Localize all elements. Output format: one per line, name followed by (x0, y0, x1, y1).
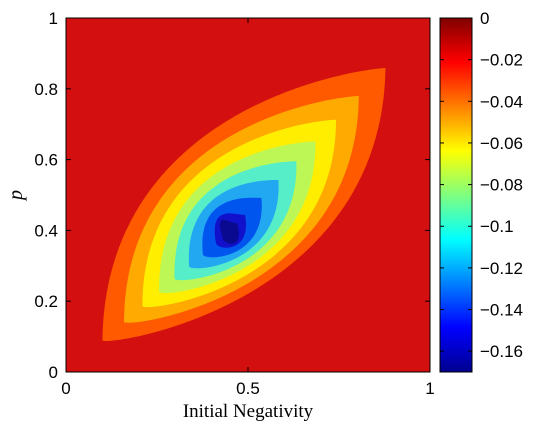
y-tick-label-2: 0.4 (34, 221, 58, 240)
colorbar-tick-label-8: −0.16 (480, 342, 523, 361)
x-tick-label-1: 0.5 (236, 379, 260, 398)
y-tick-label-3: 0.6 (34, 151, 58, 170)
y-tick-label-0: 0 (49, 363, 58, 382)
colorbar-tick-label-7: −0.14 (480, 301, 523, 320)
colorbar-tick-label-4: −0.08 (480, 176, 523, 195)
x-tick-label-2: 1 (425, 379, 434, 398)
colorbar (439, 17, 473, 373)
colorbar-tick-label-6: −0.12 (480, 259, 523, 278)
y-tick-label-5: 1 (49, 9, 58, 28)
y-axis: 0 0.2 0.4 0.6 0.8 1 (34, 9, 430, 382)
y-tick-label-4: 0.8 (34, 80, 58, 99)
colorbar-tick-label-3: −0.06 (480, 134, 523, 153)
x-axis: 0 0.5 1 (61, 18, 435, 398)
y-axis-label: p (5, 190, 27, 202)
x-tick-label-0: 0 (61, 379, 70, 398)
y-tick-label-1: 0.2 (34, 292, 58, 311)
colorbar-tick-label-5: −0.1 (480, 217, 514, 236)
colorbar-tick-label-0: 0 (480, 9, 489, 28)
colorbar-tick-label-1: −0.02 (480, 51, 523, 70)
contour-band-0 (220, 219, 239, 244)
x-axis-label: Initial Negativity (183, 401, 314, 422)
contour-bands (102, 68, 386, 342)
colorbar-tick-label-2: −0.04 (480, 92, 523, 111)
colorbar-ticks: 0 −0.02 −0.04 −0.06 −0.08 −0.1 −0.12 −0.14 −0.16 (440, 9, 523, 361)
